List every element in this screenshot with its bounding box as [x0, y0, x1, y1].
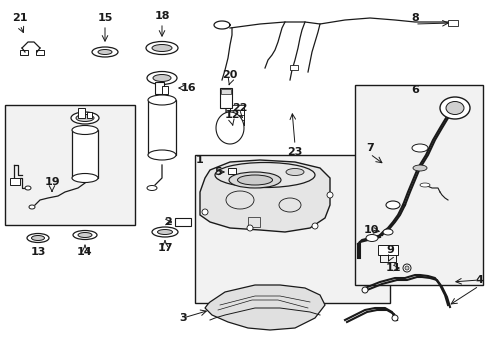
Text: 4: 4 — [474, 275, 482, 285]
Text: 11: 11 — [385, 263, 400, 273]
Ellipse shape — [419, 183, 429, 187]
Bar — [221, 89, 230, 94]
Ellipse shape — [153, 75, 171, 81]
Text: 1: 1 — [196, 155, 203, 165]
Ellipse shape — [152, 227, 178, 237]
Ellipse shape — [72, 126, 98, 135]
Ellipse shape — [157, 230, 172, 234]
Bar — [447, 20, 457, 26]
Text: 22: 22 — [232, 103, 247, 113]
Text: 6: 6 — [410, 85, 418, 95]
Ellipse shape — [411, 144, 427, 152]
Circle shape — [361, 287, 367, 293]
Polygon shape — [204, 285, 325, 330]
Bar — [247, 217, 260, 227]
Bar — [162, 86, 168, 94]
Circle shape — [326, 192, 332, 198]
Circle shape — [202, 209, 207, 215]
Text: 19: 19 — [44, 177, 60, 187]
Circle shape — [404, 266, 408, 270]
Text: 3: 3 — [179, 313, 186, 323]
Ellipse shape — [237, 175, 272, 185]
Bar — [36, 50, 44, 55]
Ellipse shape — [439, 97, 469, 119]
Ellipse shape — [445, 102, 463, 114]
Ellipse shape — [71, 112, 99, 124]
Ellipse shape — [146, 41, 178, 54]
Bar — [220, 88, 231, 108]
Circle shape — [402, 264, 410, 272]
Ellipse shape — [215, 162, 314, 188]
Bar — [155, 82, 163, 94]
Bar — [78, 108, 85, 118]
Circle shape — [391, 315, 397, 321]
Ellipse shape — [76, 114, 94, 122]
Text: 21: 21 — [12, 13, 28, 23]
Bar — [227, 168, 236, 174]
Bar — [175, 218, 191, 226]
Ellipse shape — [147, 185, 157, 190]
Text: 18: 18 — [154, 11, 169, 21]
Text: 12: 12 — [224, 110, 239, 120]
Bar — [354, 85, 482, 285]
Text: 16: 16 — [180, 83, 195, 93]
Text: 17: 17 — [157, 243, 172, 253]
Ellipse shape — [365, 234, 377, 242]
Text: 9: 9 — [385, 245, 393, 255]
Ellipse shape — [148, 95, 176, 105]
Ellipse shape — [98, 49, 112, 54]
Polygon shape — [216, 112, 244, 144]
Ellipse shape — [152, 45, 172, 51]
Ellipse shape — [147, 72, 177, 85]
Text: 13: 13 — [30, 247, 45, 257]
Bar — [148, 100, 176, 155]
Ellipse shape — [285, 168, 304, 175]
Polygon shape — [200, 160, 329, 232]
Text: 5: 5 — [214, 167, 222, 177]
Ellipse shape — [228, 172, 281, 188]
Text: 10: 10 — [363, 225, 378, 235]
Ellipse shape — [25, 186, 31, 190]
Bar — [10, 178, 20, 185]
Bar — [377, 245, 397, 255]
Bar — [289, 65, 297, 70]
Ellipse shape — [148, 150, 176, 160]
Ellipse shape — [73, 230, 97, 239]
Text: 14: 14 — [77, 247, 93, 257]
Ellipse shape — [78, 233, 92, 238]
Ellipse shape — [72, 174, 98, 183]
Text: 2: 2 — [164, 217, 171, 227]
Bar — [20, 50, 28, 55]
Bar — [72, 130, 98, 178]
Text: 23: 23 — [287, 147, 302, 157]
Ellipse shape — [27, 234, 49, 243]
Text: 7: 7 — [366, 143, 373, 153]
Ellipse shape — [29, 205, 35, 209]
Circle shape — [311, 223, 317, 229]
Text: 8: 8 — [410, 13, 418, 23]
Ellipse shape — [382, 229, 392, 235]
Ellipse shape — [412, 165, 426, 171]
Ellipse shape — [92, 47, 118, 57]
Bar — [5, 105, 135, 225]
Ellipse shape — [31, 235, 44, 240]
Bar — [87, 112, 92, 118]
Bar — [195, 155, 389, 303]
Circle shape — [246, 225, 252, 231]
Text: 15: 15 — [97, 13, 112, 23]
Text: 20: 20 — [222, 70, 237, 80]
Ellipse shape — [385, 201, 399, 209]
